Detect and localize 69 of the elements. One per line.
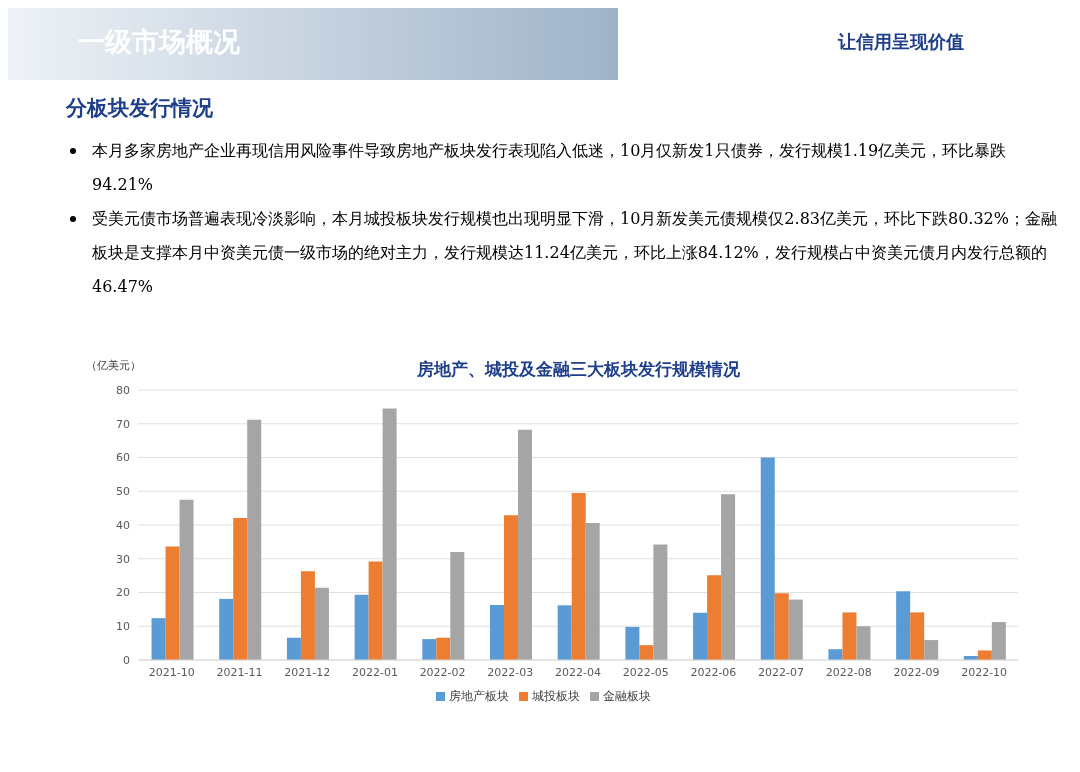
x-tick-label: 2022-07	[758, 665, 805, 679]
bar	[300, 571, 315, 660]
bar	[314, 587, 329, 660]
bar	[179, 499, 194, 660]
bar	[693, 612, 708, 660]
x-tick-label: 2022-08	[825, 665, 872, 679]
bar	[504, 515, 518, 660]
y-tick-label: 30	[116, 552, 130, 566]
bar	[991, 622, 1006, 660]
bar	[368, 561, 383, 660]
bar	[653, 544, 668, 660]
x-tick-label: 2021-11	[216, 665, 263, 679]
x-tick-label: 2022-10	[961, 665, 1008, 679]
chart-title: 房地产、城投及金融三大板块发行规模情况	[416, 359, 740, 379]
bar	[977, 650, 992, 660]
bar	[436, 637, 451, 660]
x-tick-label: 2021-10	[148, 665, 195, 679]
y-tick-label: 0	[123, 653, 130, 667]
x-tick-label: 2022-05	[622, 665, 669, 679]
x-tick-label: 2021-12	[284, 665, 331, 679]
bar	[896, 591, 911, 660]
bar	[625, 626, 640, 660]
y-tick-label: 50	[116, 485, 130, 499]
y-tick-label: 20	[116, 586, 130, 600]
bar	[707, 575, 722, 660]
bar	[354, 594, 369, 660]
bar	[571, 492, 586, 660]
bar	[774, 593, 789, 660]
bar	[233, 517, 248, 660]
x-tick-label: 2022-09	[893, 665, 940, 679]
x-tick-label: 2022-04	[555, 665, 601, 679]
bar	[219, 598, 234, 660]
bar	[557, 605, 572, 660]
x-tick-label: 2022-03	[487, 665, 534, 679]
bar	[910, 612, 925, 660]
bar	[639, 645, 654, 660]
x-tick-label: 2022-02	[419, 665, 466, 679]
legend-label: 房地产板块	[448, 689, 509, 703]
y-tick-label: 10	[116, 620, 130, 634]
bar	[422, 639, 437, 660]
bar	[518, 429, 532, 660]
bar	[856, 626, 871, 660]
bar	[450, 552, 465, 660]
bar	[788, 599, 803, 660]
legend-label: 城投板块	[531, 689, 580, 703]
legend-label: 金融板块	[602, 689, 651, 703]
bar	[760, 457, 775, 660]
bar	[247, 419, 262, 660]
text: 本月多家房地产企业再现信用风险事件导致房地产板块发行表现陷入低迷，10月仅新发1只债券，发行规模1.19亿美元，环比暴跌94.21%	[92, 140, 1008, 196]
bar	[165, 546, 180, 660]
y-tick-label: 80	[116, 383, 130, 397]
bar	[828, 649, 843, 660]
bar	[721, 494, 736, 660]
bar	[382, 408, 397, 660]
bar	[286, 637, 301, 660]
y-tick-label: 60	[116, 451, 130, 465]
x-tick-label: 2022-01	[351, 665, 398, 679]
text: 受美元债市场普遍表现冷淡影响，本月城投板块发行规模也出现明显下滑，10月新发美元债规模仅2.83亿美元，环比下跌80.32%；金融板块是支撑本月中资美元债一级市场的绝对主力，发行规模达11.24亿美元，环比上涨84.12%，发行规模占中资美元债月内发行总额的46.47%	[92, 208, 1058, 298]
bar	[924, 640, 939, 660]
text: 分板块发行情况	[66, 95, 213, 122]
y-axis-title: （亿美元）	[86, 358, 141, 373]
y-tick-label: 70	[116, 417, 130, 431]
x-tick-label: 2022-06	[690, 665, 737, 679]
bar	[151, 618, 166, 660]
bar	[842, 612, 857, 660]
y-tick-label: 40	[116, 518, 130, 532]
bar	[585, 522, 600, 660]
text: 让信用呈现价值	[838, 30, 964, 54]
bar	[490, 604, 504, 660]
